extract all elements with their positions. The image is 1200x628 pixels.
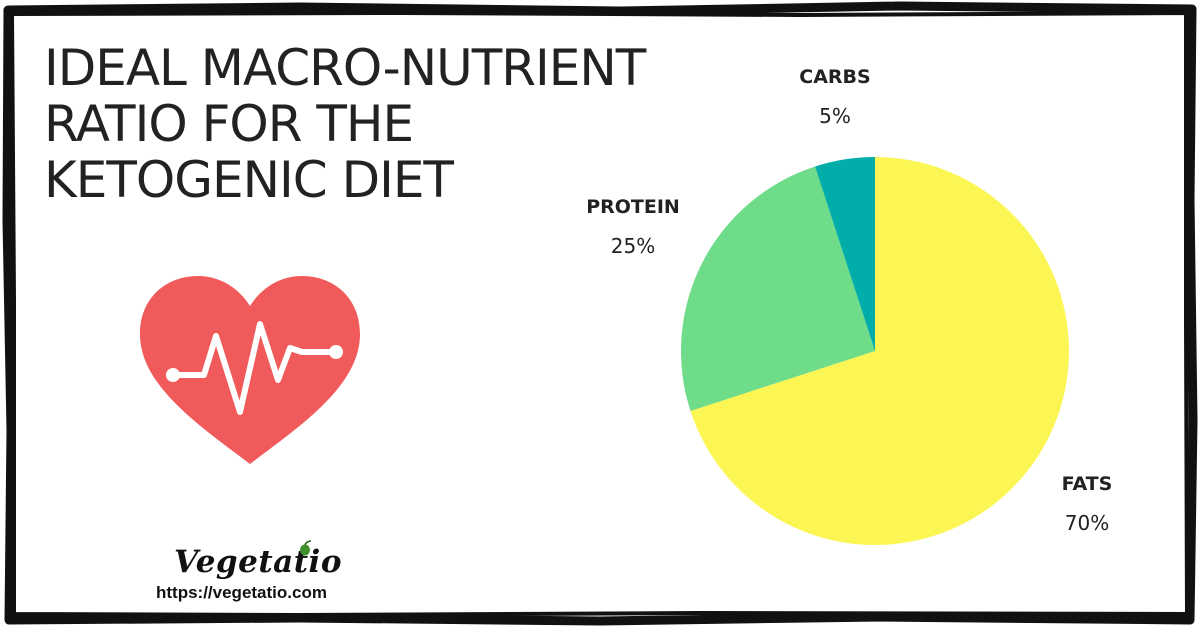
page-title: IDEAL MACRO-NUTRIENT RATIO FOR THE KETOG… [44,40,684,208]
pie-slice-carbs [815,157,875,351]
slice-label-fats: FATS [1062,473,1113,495]
brand-logo: Vegetatio [174,544,343,580]
slice-value-fats: 70% [1065,511,1109,535]
leaf-icon [300,540,312,556]
title-line-1: IDEAL MACRO-NUTRIENT [44,39,646,97]
slice-label-carbs: CARBS [799,66,870,88]
title-line-3: KETOGENIC DIET [44,151,454,209]
slice-label-protein: PROTEIN [586,196,680,218]
slice-value-protein: 25% [611,234,655,258]
pie-slice-fats [690,157,1069,545]
title-line-2: RATIO FOR THE [44,95,414,153]
brand-url: https://vegetatio.com [156,583,327,602]
pie-slice-protein [681,166,875,411]
heart-pulse-icon [140,276,360,464]
pie-labels: FATS 70% PROTEIN 25% CARBS 5% [586,66,1112,535]
slice-value-carbs: 5% [819,104,851,128]
pie-slices [681,157,1069,545]
